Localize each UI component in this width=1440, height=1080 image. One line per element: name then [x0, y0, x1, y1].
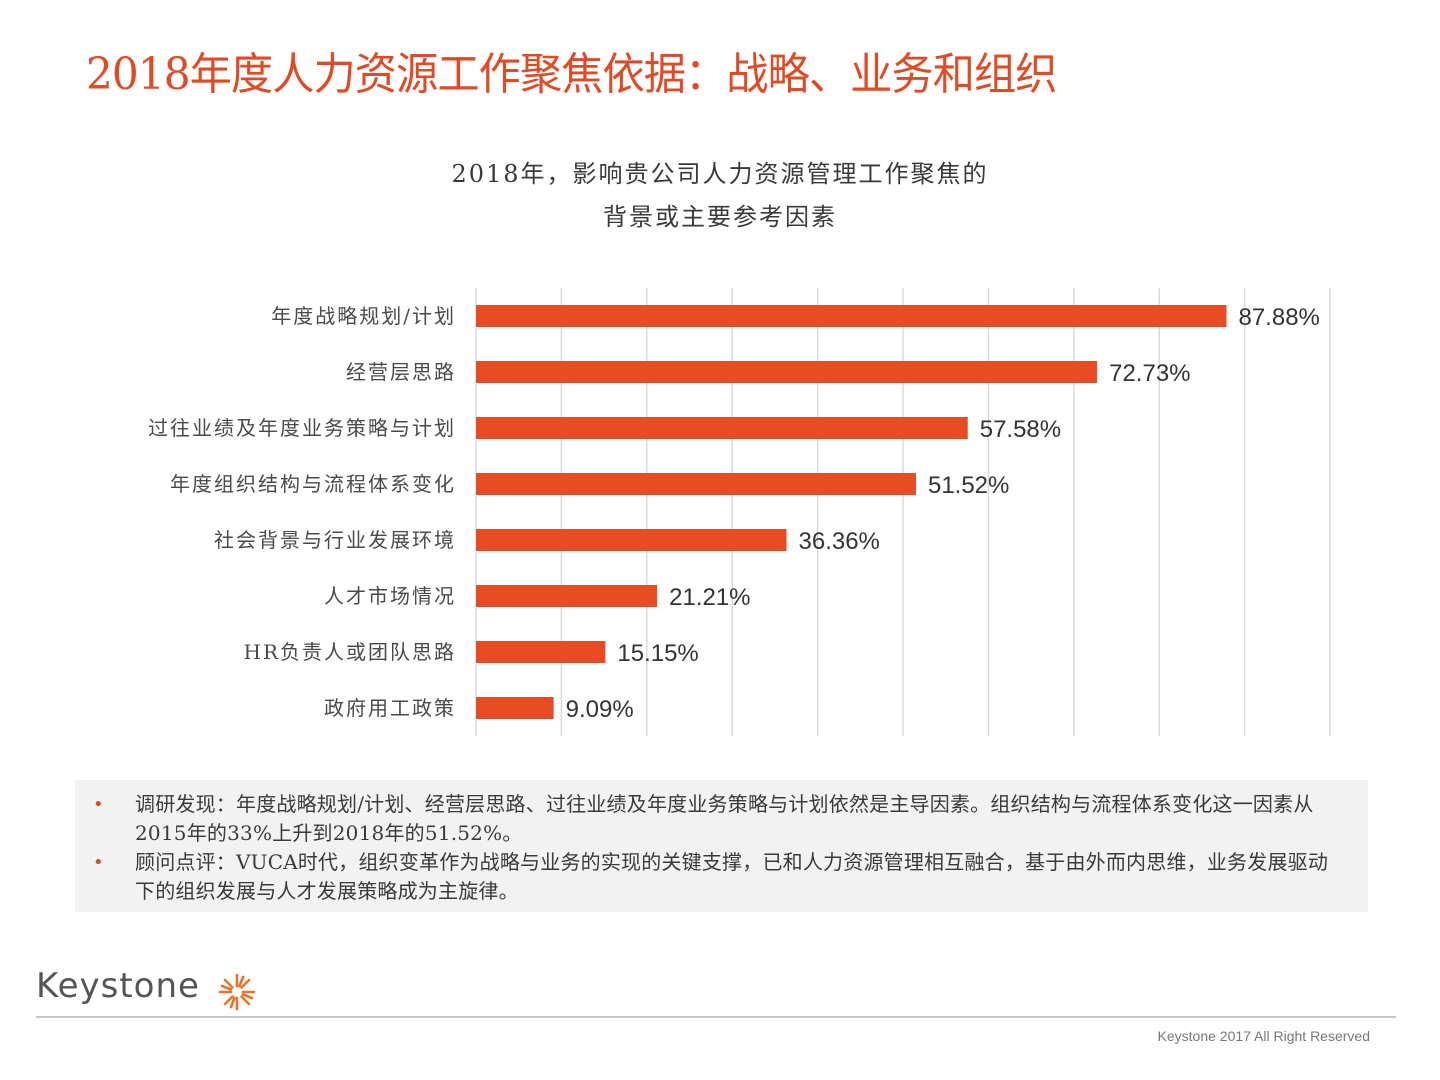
bar	[476, 641, 606, 663]
data-label: 21.21%	[669, 584, 750, 611]
bar	[476, 529, 787, 551]
category-label: 年度组织结构与流程体系变化	[170, 472, 456, 496]
starburst-icon	[218, 973, 256, 1011]
findings-panel: • 调研发现：年度战略规划/计划、经营层思路、过往业绩及年度业务策略与计划依然是…	[75, 780, 1368, 912]
chart-title-line-2: 背景或主要参考因素	[603, 203, 837, 231]
bar	[476, 697, 554, 719]
data-label: 87.88%	[1238, 304, 1319, 331]
keystone-logo: Keystone	[36, 966, 200, 1006]
note-comment: • 顾问点评：VUCA时代，组织变革作为战略与业务的实现的关键支撑，已和人力资源…	[93, 848, 1348, 906]
slide-title: 2018年度人力资源工作聚焦依据：战略、业务和组织	[86, 49, 1058, 100]
category-label: 经营层思路	[346, 360, 456, 384]
bullet-icon: •	[93, 794, 104, 815]
category-label: 年度战略规划/计划	[271, 304, 456, 328]
bar	[476, 585, 658, 607]
bar-chart: 年度战略规划/计划 87.88% 经营层思路 72.73% 过往业绩及年度业务策略与计划…	[148, 288, 1331, 736]
bars	[476, 305, 1227, 719]
category-label: 过往业绩及年度业务策略与计划	[148, 416, 456, 440]
footer-divider	[36, 1016, 1396, 1018]
copyright-text: Keystone 2017 All Right Reserved	[1157, 1028, 1370, 1044]
category-label: 人才市场情况	[324, 584, 456, 608]
bar	[476, 473, 916, 495]
category-label: HR负责人或团队思路	[244, 640, 457, 664]
gridlines	[475, 288, 1331, 736]
data-label: 36.36%	[799, 528, 880, 555]
note-comment-text: 顾问点评：VUCA时代，组织变革作为战略与业务的实现的关键支撑，已和人力资源管理…	[135, 850, 1329, 903]
data-label: 9.09%	[566, 696, 634, 723]
data-label: 15.15%	[617, 640, 698, 667]
chart-title-line-1: 2018年，影响贵公司人力资源管理工作聚焦的	[451, 160, 989, 188]
note-finding: • 调研发现：年度战略规划/计划、经营层思路、过往业绩及年度业务策略与计划依然是…	[93, 790, 1348, 848]
category-label: 社会背景与行业发展环境	[214, 528, 456, 552]
category-label: 政府用工政策	[324, 696, 456, 720]
bar	[476, 305, 1227, 327]
note-finding-text: 调研发现：年度战略规划/计划、经营层思路、过往业绩及年度业务策略与计划依然是主导…	[135, 792, 1314, 845]
labels: 年度战略规划/计划 87.88% 经营层思路 72.73% 过往业绩及年度业务策略与计划…	[148, 304, 1320, 723]
data-label: 57.58%	[980, 416, 1061, 443]
data-label: 72.73%	[1109, 360, 1190, 387]
data-label: 51.52%	[928, 472, 1009, 499]
bar	[476, 361, 1098, 383]
bar	[476, 417, 968, 439]
bullet-icon: •	[93, 852, 104, 873]
